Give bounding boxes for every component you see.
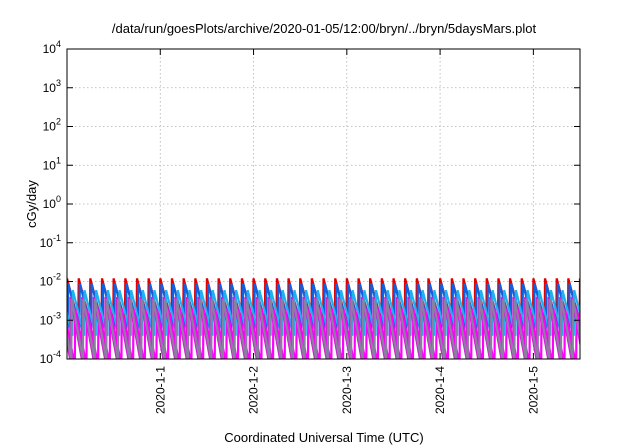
y-tick-label: 102	[43, 117, 61, 134]
x-tick-label: 2020-1-3	[340, 366, 354, 414]
y-axis: 10-4 10-3 10-2 10-1 100 101 102 103 104	[40, 39, 580, 366]
y-tick-label: 10-2	[40, 272, 61, 289]
x-tick-label: 2020-1-5	[526, 366, 540, 414]
y-tick-label: 103	[43, 78, 61, 95]
x-axis: 2020-1-1 2020-1-2 2020-1-3 2020-1-4 2020-1-5	[153, 49, 540, 414]
y-tick-label: 10-4	[40, 349, 61, 366]
y-axis-label: cGy/day	[24, 180, 39, 228]
y-tick-label: 10-1	[40, 233, 61, 250]
y-tick-label: 104	[43, 39, 61, 56]
x-tick-label: 2020-1-1	[153, 366, 167, 414]
x-tick-label: 2020-1-2	[247, 366, 261, 414]
y-tick-label: 100	[43, 194, 61, 211]
x-axis-label: Coordinated Universal Time (UTC)	[224, 430, 423, 445]
chart-title: /data/run/goesPlots/archive/2020-01-05/1…	[112, 21, 537, 36]
x-tick-label: 2020-1-4	[433, 366, 447, 414]
series-layer	[67, 278, 580, 359]
y-tick-label: 10-3	[40, 310, 61, 327]
y-tick-label: 101	[43, 155, 61, 172]
series-line	[67, 298, 580, 359]
